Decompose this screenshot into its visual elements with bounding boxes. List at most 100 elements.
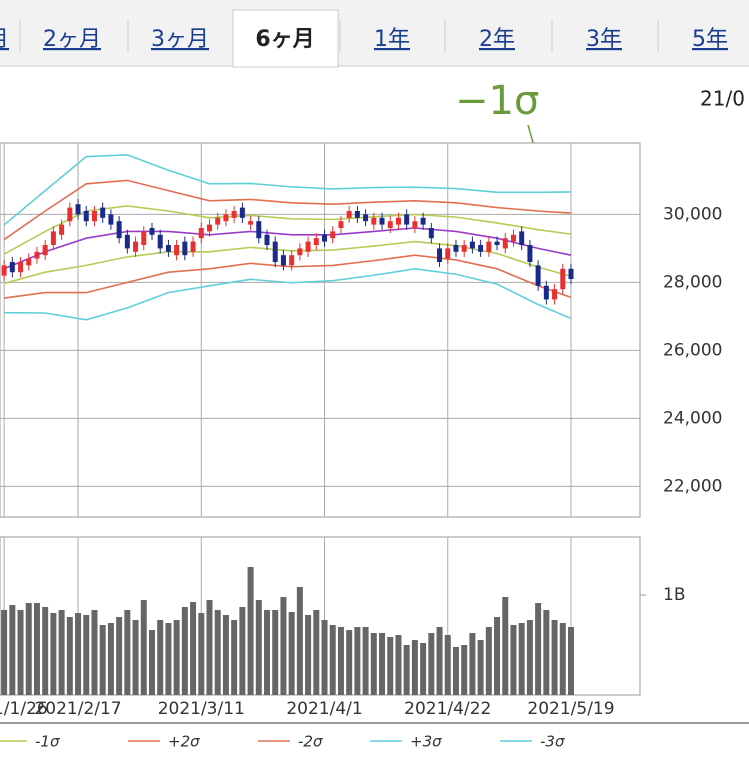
candle-body: [568, 268, 574, 279]
legend-label: +3σ: [410, 733, 442, 751]
candle-body: [50, 231, 56, 245]
candle-body: [437, 248, 443, 262]
volume-bar: [75, 613, 82, 695]
volume-bar: [494, 617, 501, 695]
active-tab: [232, 9, 339, 68]
candle-body: [560, 268, 566, 290]
volume-bar: [387, 637, 394, 695]
candle-body: [428, 228, 434, 239]
volume-bar: [329, 625, 336, 695]
candle-body: [1, 265, 7, 276]
band-line: [3, 205, 572, 255]
volume-bar: [107, 623, 114, 695]
volume-bar: [239, 607, 246, 695]
volume-bar: [526, 620, 533, 695]
volume-bar: [420, 643, 427, 695]
volume-bar: [33, 603, 40, 695]
volume-bar: [477, 640, 484, 695]
candle-body: [395, 217, 401, 225]
candle-body: [453, 245, 459, 252]
tab[interactable]: 2ヶ月: [43, 27, 101, 52]
volume-bar: [567, 627, 574, 695]
volume-bar: [535, 603, 542, 695]
volume-bar: [502, 597, 509, 695]
candle-body: [223, 214, 229, 222]
candle-body: [157, 234, 163, 249]
y-tick-label: 22,000: [663, 476, 722, 496]
candle-body: [280, 255, 286, 266]
candle-body: [478, 245, 484, 252]
candle-body: [445, 248, 451, 259]
tab[interactable]: 1ヶ月: [0, 27, 9, 52]
band-line: [3, 154, 571, 226]
candle-body: [363, 214, 369, 222]
volume-bar: [337, 627, 344, 695]
volume-bar: [9, 605, 16, 695]
volume-bar: [403, 645, 410, 695]
volume-bar: [50, 613, 57, 695]
tab[interactable]: 5年: [692, 27, 728, 52]
candle-body: [404, 214, 410, 225]
candle-body: [371, 217, 377, 225]
volume-bar: [543, 610, 550, 695]
tab-bar: [0, 0, 749, 66]
candle-body: [552, 289, 558, 300]
candle-body: [67, 207, 73, 222]
x-tick-label: 2021/4/22: [404, 699, 491, 719]
volume-bar: [280, 597, 287, 695]
x-tick-label: 2021/1/26: [0, 699, 48, 719]
header-date: 21/0: [700, 87, 745, 111]
volume-bar: [370, 633, 377, 695]
volume-bar: [165, 623, 172, 695]
annotation: −1σ: [455, 78, 539, 124]
volume-bar: [305, 615, 312, 695]
candle-body: [494, 241, 500, 245]
volume-bar: [198, 613, 205, 695]
volume-bar: [181, 607, 188, 695]
volume-bar: [58, 610, 65, 695]
tab[interactable]: 3年: [586, 27, 622, 52]
volume-bar: [124, 610, 131, 695]
candle-body: [256, 221, 262, 239]
x-tick-label: 2021/5/19: [527, 699, 614, 719]
candle-body: [486, 241, 492, 252]
tab[interactable]: 1年: [374, 27, 410, 52]
tab[interactable]: 2年: [479, 27, 515, 52]
candle-body: [231, 211, 237, 218]
x-tick-label: 2021/3/11: [158, 699, 245, 719]
candle-body: [469, 241, 475, 249]
candle-body: [124, 234, 130, 249]
candle-body: [289, 255, 295, 266]
tab[interactable]: 6ヶ月: [255, 27, 314, 52]
volume-bar: [428, 633, 435, 695]
volume-bar: [83, 615, 90, 695]
candle-body: [116, 221, 122, 239]
legend-label: +2σ: [168, 733, 200, 751]
candle-body: [338, 221, 344, 228]
candle-body: [322, 234, 328, 242]
candle-body: [461, 245, 467, 252]
volume-bar: [452, 647, 459, 695]
volume-bar: [231, 620, 238, 695]
candle-body: [165, 245, 171, 252]
x-tick-label: 2021/2/17: [34, 699, 121, 719]
volume-bar: [91, 610, 98, 695]
candle-body: [264, 234, 270, 245]
candle-body: [108, 214, 114, 225]
candle-body: [174, 245, 180, 256]
volume-bar: [1, 610, 8, 695]
candle-body: [313, 238, 319, 245]
candle-body: [502, 238, 508, 249]
band-line: [3, 179, 572, 241]
volume-bar: [116, 617, 123, 695]
y-tick-label: 1B: [663, 585, 685, 605]
volume-bar: [173, 620, 180, 695]
tab[interactable]: 3ヶ月: [151, 27, 209, 52]
candle-body: [420, 217, 426, 225]
volume-bar: [214, 610, 221, 695]
volume-bar: [346, 630, 353, 695]
y-tick-label: 28,000: [663, 272, 722, 292]
volume-bar: [272, 610, 279, 695]
candle-body: [206, 224, 212, 232]
